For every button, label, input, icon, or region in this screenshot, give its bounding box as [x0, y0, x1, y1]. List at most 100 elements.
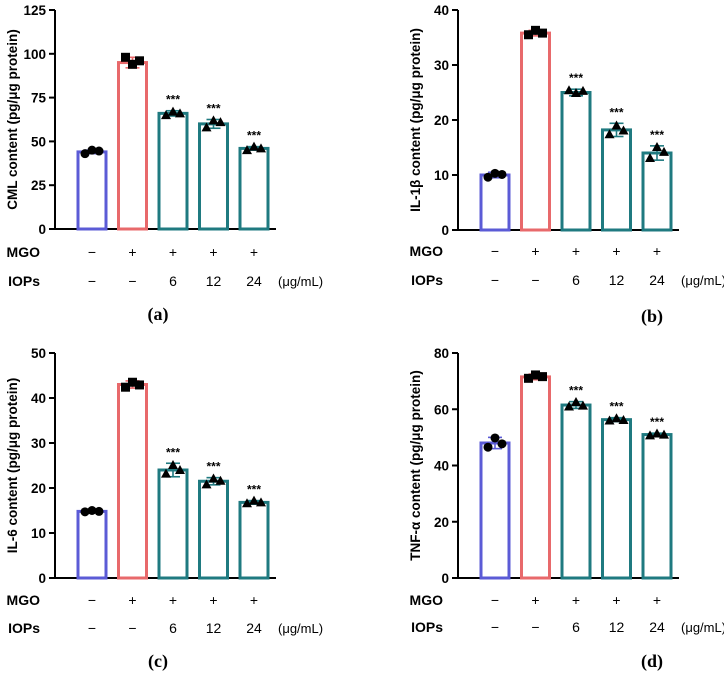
iops-cell: −	[88, 273, 96, 289]
data-point-triangle	[618, 414, 629, 424]
y-tick-label: 10	[434, 168, 449, 183]
bar	[479, 173, 511, 232]
data-point-square	[128, 59, 137, 69]
unit-label: (μg/mL)	[681, 273, 724, 288]
mgo-cell: +	[531, 592, 539, 608]
iops-cell: −	[88, 620, 96, 636]
data-point-triangle	[571, 396, 581, 406]
data-point-triangle	[161, 468, 171, 478]
significance-label: ***	[206, 102, 220, 116]
mgo-cell: −	[88, 244, 96, 260]
iops-cell: 24	[649, 272, 665, 288]
mgo-row-label: MGO	[410, 243, 444, 259]
significance-label: ***	[569, 384, 583, 398]
bar	[238, 146, 270, 231]
data-point-circle	[80, 507, 90, 517]
data-point-triangle	[208, 115, 219, 125]
y-tick-label: 20	[31, 481, 46, 496]
data-point-triangle	[611, 413, 622, 423]
bar	[560, 403, 592, 580]
data-point-triangle	[652, 141, 662, 151]
data-point-circle	[490, 168, 500, 178]
iops-cell: −	[531, 619, 539, 635]
data-point-square	[531, 25, 540, 35]
data-point-triangle	[242, 498, 252, 508]
unit-label: (μg/mL)	[681, 620, 724, 635]
bar	[117, 61, 148, 231]
data-point-triangle	[201, 122, 212, 132]
iops-cell: 6	[572, 272, 580, 288]
data-point-triangle	[618, 125, 629, 135]
data-point-circle	[483, 172, 493, 182]
data-point-triangle	[652, 428, 662, 438]
y-tick-label: 40	[434, 3, 449, 18]
y-tick-label: 60	[434, 402, 449, 417]
significance-label: ***	[206, 460, 220, 474]
panel-caption: (a)	[148, 304, 169, 325]
bar	[198, 122, 229, 231]
panel-caption: (c)	[148, 651, 168, 672]
bar	[601, 128, 632, 232]
significance-label: ***	[247, 483, 261, 497]
data-point-square	[135, 380, 144, 390]
bar	[479, 441, 511, 580]
unit-label: (μg/mL)	[278, 621, 323, 636]
y-axis-label: IL-6 content (pg/μg protein)	[5, 378, 20, 554]
iops-row-label: IOPs	[411, 272, 443, 288]
data-point-triangle	[249, 141, 259, 151]
mgo-cell: +	[572, 592, 580, 608]
y-tick-label: 20	[434, 515, 449, 530]
data-point-circle	[80, 149, 90, 159]
mgo-cell: +	[653, 243, 661, 259]
data-point-triangle	[175, 108, 185, 118]
data-point-circle	[497, 439, 507, 449]
mgo-row-label: MGO	[7, 592, 41, 608]
mgo-cell: −	[491, 592, 499, 608]
bar	[157, 468, 189, 580]
significance-label: ***	[609, 105, 623, 119]
data-point-triangle	[564, 401, 574, 411]
bar	[641, 433, 673, 580]
data-point-triangle	[564, 85, 574, 95]
bar	[238, 500, 270, 580]
bar	[601, 418, 632, 580]
significance-label: ***	[609, 400, 623, 414]
y-axis-label: CML content (pg/μg protein)	[5, 29, 20, 209]
data-point-square	[121, 52, 130, 62]
iops-cell: −	[491, 619, 499, 635]
y-tick-label: 0	[38, 571, 46, 586]
mgo-cell: +	[169, 592, 177, 608]
significance-label: ***	[650, 128, 664, 142]
bar	[157, 111, 189, 231]
significance-label: ***	[247, 129, 261, 143]
data-point-triangle	[215, 117, 226, 127]
y-tick-label: 80	[434, 346, 449, 361]
y-tick-label: 40	[434, 459, 449, 474]
bar	[520, 375, 551, 580]
significance-label: ***	[650, 415, 664, 429]
mgo-cell: +	[612, 243, 620, 259]
iops-cell: 6	[572, 619, 580, 635]
mgo-cell: +	[250, 244, 258, 260]
data-point-triangle	[611, 120, 622, 130]
data-point-square	[524, 373, 533, 383]
data-point-square	[531, 370, 540, 380]
y-tick-label: 0	[441, 223, 449, 238]
y-tick-label: 10	[31, 526, 46, 541]
iops-row-label: IOPs	[8, 620, 40, 636]
data-point-circle	[497, 169, 507, 179]
data-point-triangle	[175, 465, 185, 474]
data-point-circle	[490, 433, 500, 443]
mgo-cell: +	[250, 592, 258, 608]
data-point-triangle	[578, 85, 588, 95]
unit-label: (μg/mL)	[278, 274, 323, 289]
iops-cell: 12	[206, 620, 222, 636]
data-point-circle	[87, 506, 97, 515]
data-point-circle	[94, 146, 104, 156]
y-tick-label: 50	[31, 346, 46, 361]
panel-caption: (d)	[641, 651, 663, 672]
data-point-triangle	[578, 400, 588, 410]
y-tick-label: 75	[31, 91, 47, 106]
bar	[76, 150, 108, 231]
data-point-triangle	[161, 110, 171, 120]
